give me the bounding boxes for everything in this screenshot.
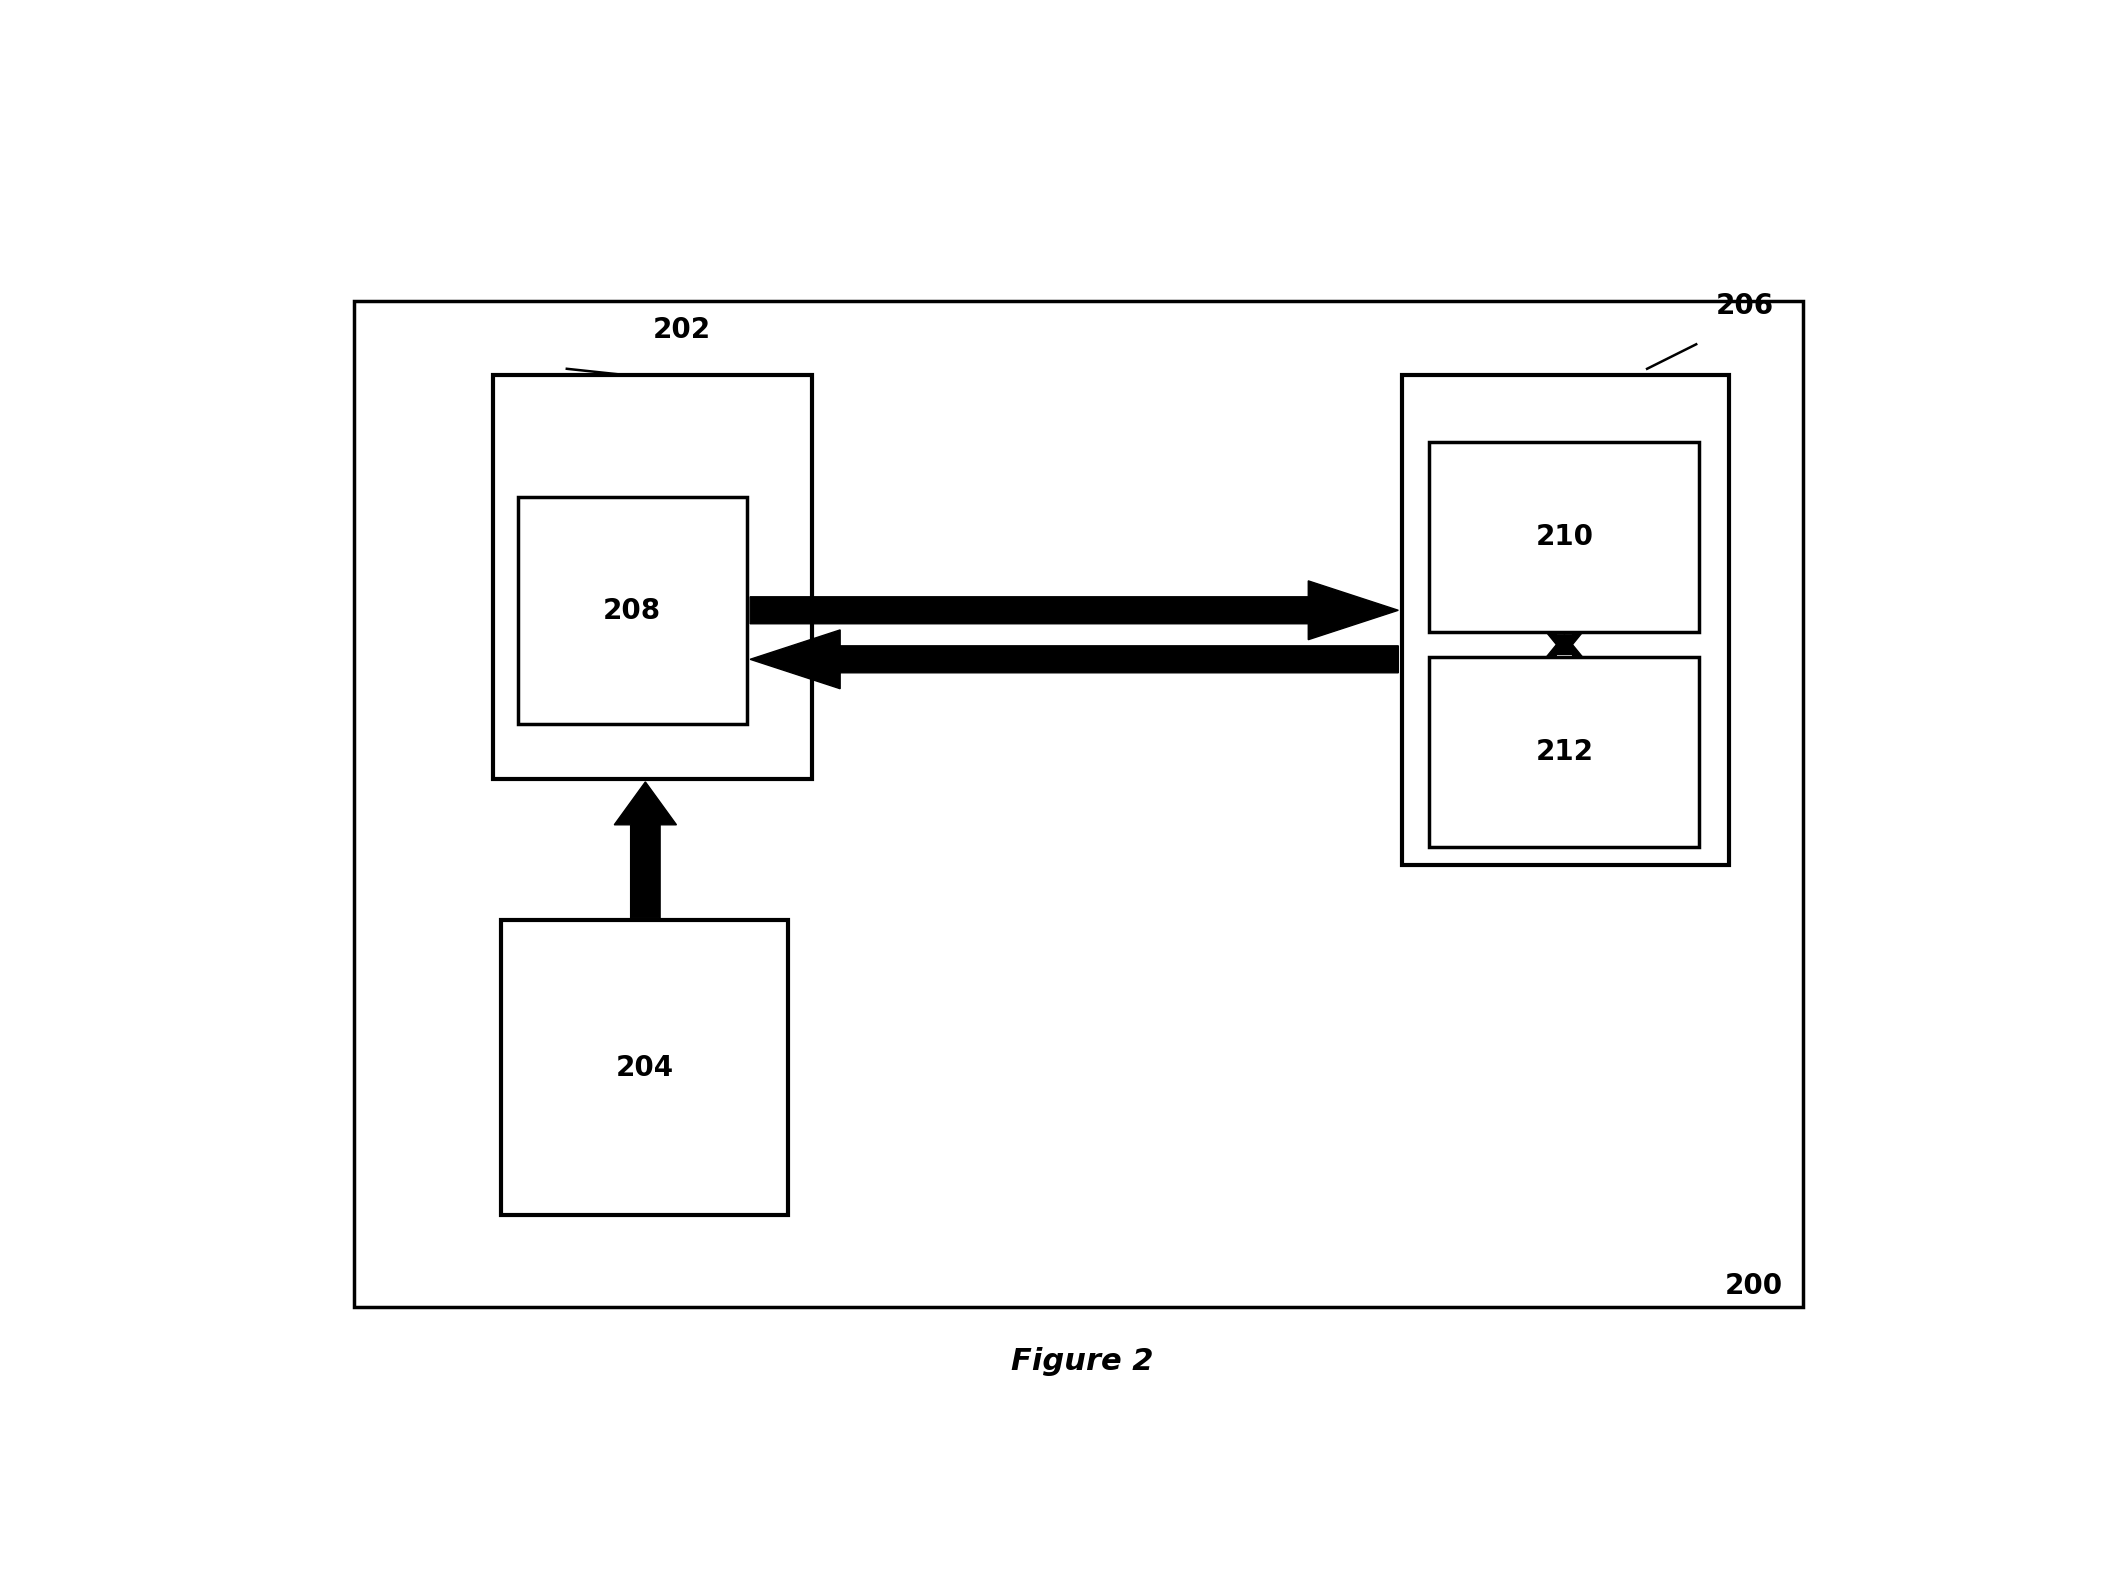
Polygon shape — [615, 782, 676, 919]
Bar — [1430, 657, 1700, 847]
Text: 208: 208 — [604, 597, 661, 626]
Text: Figure 2: Figure 2 — [1012, 1347, 1153, 1375]
Polygon shape — [1546, 635, 1582, 657]
Text: 212: 212 — [1535, 737, 1592, 766]
Bar — [1402, 374, 1730, 866]
Bar — [501, 920, 788, 1215]
Polygon shape — [1546, 632, 1582, 654]
Text: 200: 200 — [1726, 1272, 1783, 1301]
Polygon shape — [750, 630, 1398, 689]
Bar — [517, 497, 748, 724]
Polygon shape — [750, 581, 1398, 640]
Text: 202: 202 — [653, 317, 710, 344]
Text: 206: 206 — [1717, 291, 1774, 320]
Text: 204: 204 — [615, 1054, 674, 1081]
Bar — [494, 374, 813, 780]
Text: 210: 210 — [1535, 524, 1592, 551]
Bar — [355, 301, 1804, 1307]
Bar — [1430, 443, 1700, 632]
